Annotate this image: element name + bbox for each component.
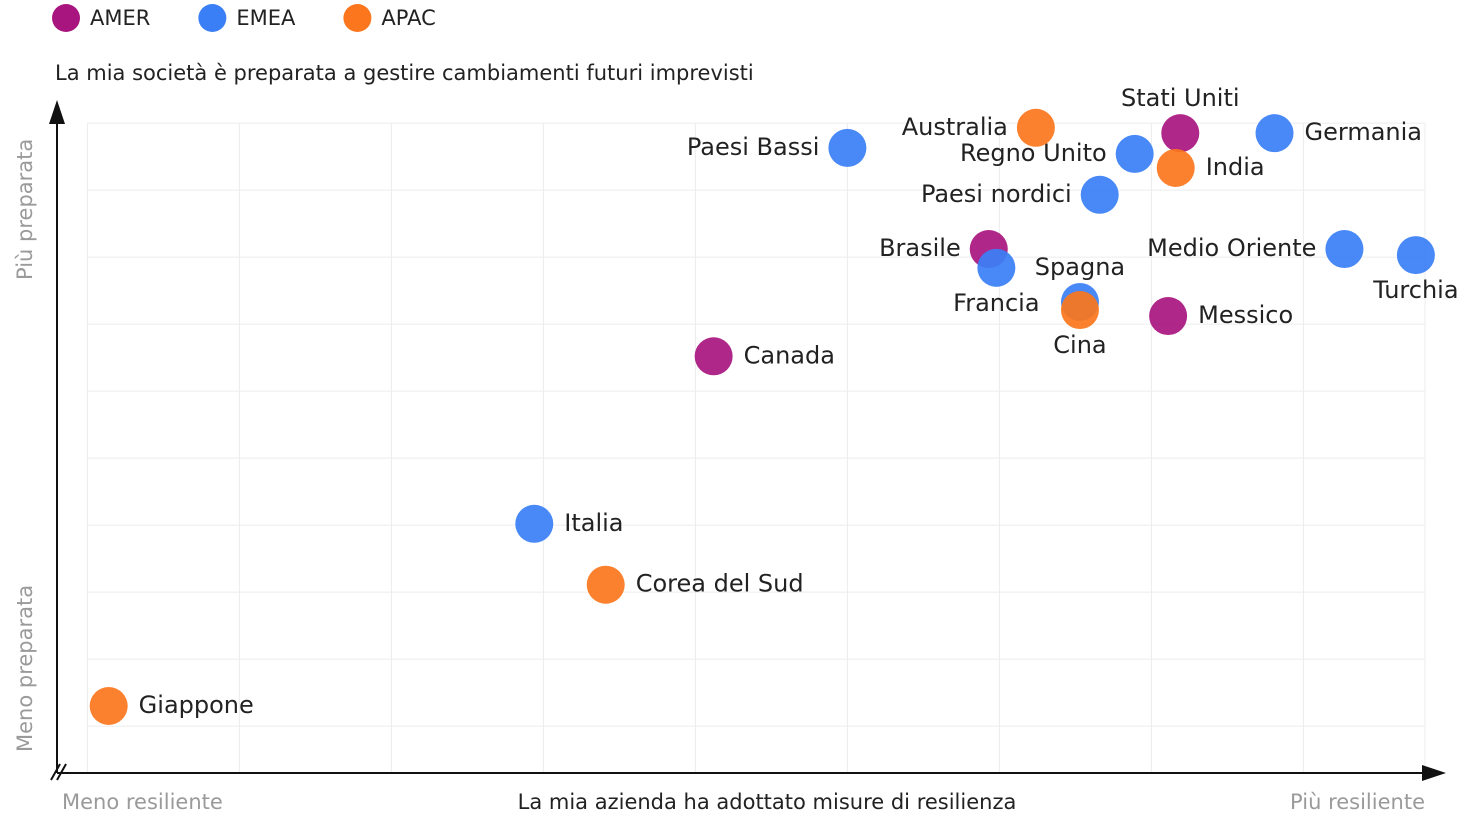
point-label: Corea del Sud <box>636 570 804 598</box>
point-label: Italia <box>564 509 623 537</box>
point <box>1080 175 1119 214</box>
grid <box>86 122 1426 773</box>
point-label: Germania <box>1305 118 1422 146</box>
point <box>586 565 625 604</box>
point <box>828 128 867 167</box>
point-label: Francia <box>953 289 1039 317</box>
point <box>1149 297 1188 336</box>
point <box>1156 148 1195 187</box>
points: Stati Uniti Brasile Messico Canada Paesi Bas… <box>89 84 1459 725</box>
point-label: Medio Oriente <box>1147 234 1316 262</box>
x-high-label: Più resiliente <box>1290 790 1425 814</box>
x-low-label: Meno resiliente <box>62 790 223 814</box>
legend-swatch <box>198 4 227 32</box>
legend-swatch <box>343 4 372 32</box>
legend-label: EMEA <box>236 6 296 30</box>
point <box>1060 291 1099 330</box>
legend-label: APAC <box>381 6 435 30</box>
point-label: Giappone <box>139 691 254 719</box>
point-label: Spagna <box>1035 253 1125 281</box>
point <box>1325 230 1364 269</box>
legend: AMER EMEA APAC <box>52 4 436 32</box>
y-axis-title: La mia società è preparata a gestire cam… <box>55 61 754 85</box>
point-label: Messico <box>1198 301 1293 329</box>
legend-label: AMER <box>90 6 150 30</box>
point <box>694 337 733 376</box>
point-label: Australia <box>902 113 1008 141</box>
point-label: Turchia <box>1372 276 1458 304</box>
point-label: Stati Uniti <box>1121 84 1240 112</box>
point <box>515 504 554 543</box>
point-label: Paesi Bassi <box>687 133 820 161</box>
axis-break <box>50 763 67 781</box>
point-label: Cina <box>1053 331 1106 359</box>
point-label: India <box>1206 153 1265 181</box>
legend-swatch <box>52 4 80 32</box>
point <box>1115 134 1154 173</box>
point <box>1396 236 1435 275</box>
point-label: Canada <box>744 341 835 369</box>
point-label: Brasile <box>879 234 961 262</box>
y-high-label: Più preparata <box>13 139 37 280</box>
point <box>1016 108 1055 147</box>
y-low-label: Meno preparata <box>13 585 37 752</box>
y-arrow <box>49 100 65 124</box>
x-arrow <box>1422 765 1446 781</box>
point-label: Paesi nordici <box>921 180 1072 208</box>
point <box>89 687 128 725</box>
point <box>1161 114 1200 153</box>
point <box>977 248 1016 287</box>
x-axis-title: La mia azienda ha adottato misure di res… <box>518 790 1017 814</box>
point <box>1255 114 1294 153</box>
